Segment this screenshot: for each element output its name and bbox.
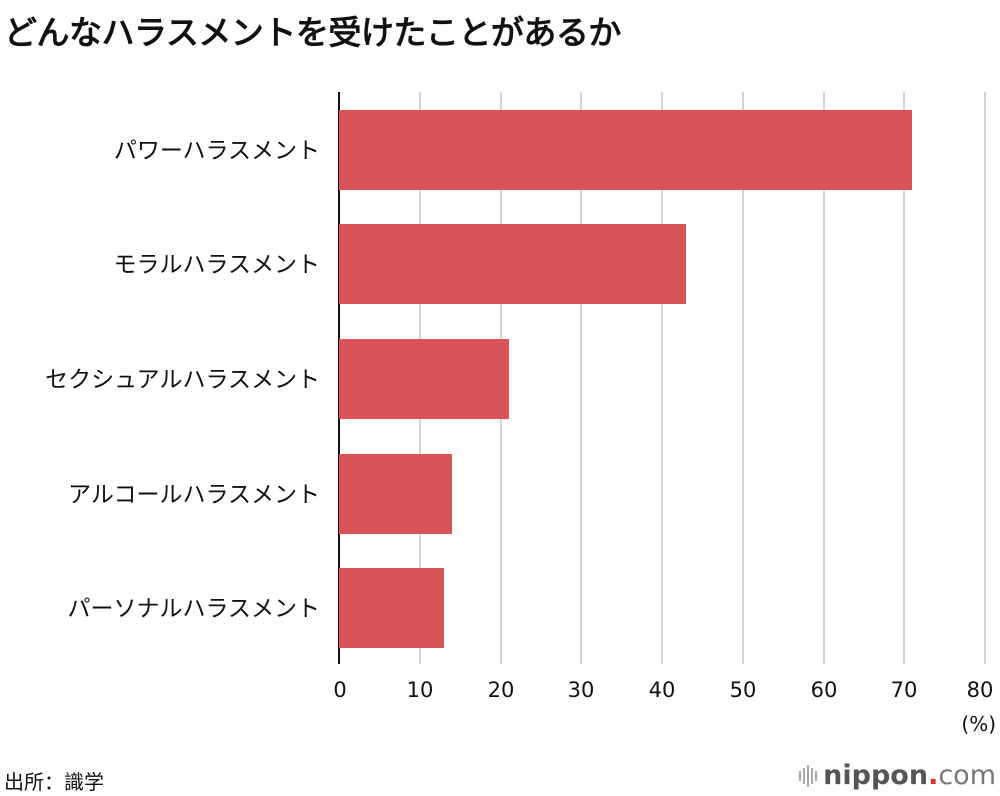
logo-text: nippon [823,760,929,791]
bar-personal [339,568,444,648]
x-tick: 60 [810,678,838,702]
gridline [984,92,986,664]
gridline [580,92,582,664]
x-tick: 70 [890,678,918,702]
x-tick: 80 [966,678,994,702]
bar-sexual [339,339,509,419]
chart-title: どんなハラスメントを受けたことがあるか [4,13,621,52]
plot-area [338,92,986,664]
category-label: モラルハラスメント [113,252,320,278]
gridline [903,92,905,664]
nippon-logo: nippon.com [799,760,996,791]
category-label: アルコールハラスメント [68,482,320,508]
gridline [823,92,825,664]
category-label: セクシュアルハラスメント [45,367,320,393]
gridline [742,92,744,664]
x-tick: 50 [729,678,757,702]
x-axis-unit: (%) [961,712,996,736]
logo-com: com [938,760,996,791]
gridline [661,92,663,664]
category-label: パーソナルハラスメント [67,596,320,622]
x-tick: 20 [487,678,515,702]
bar-moral [339,224,687,304]
source-note: 出所：識学 [4,770,104,794]
bar-power [339,110,913,190]
bar-alcohol [339,454,453,534]
logo-dot: . [928,760,939,791]
x-tick: 30 [567,678,595,702]
x-tick: 40 [648,678,676,702]
x-tick: 10 [406,678,434,702]
sound-bars-icon [799,764,818,787]
category-label: パワーハラスメント [113,138,320,164]
x-tick: 0 [333,678,347,702]
